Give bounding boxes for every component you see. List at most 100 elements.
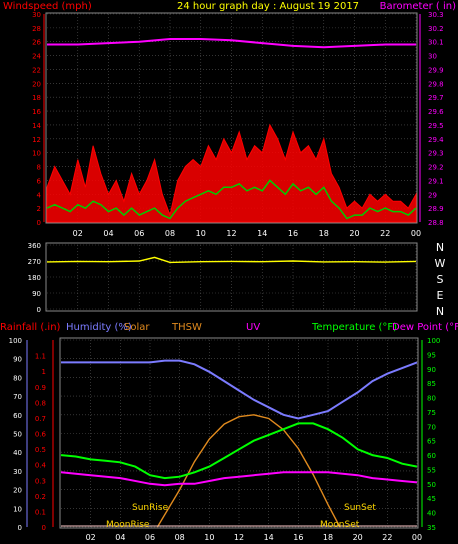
direction-tick-label: 360 <box>28 242 41 250</box>
compass-label: N <box>436 305 444 318</box>
temperature-tick-label: 75 <box>427 409 436 417</box>
temperature-tick-label: 80 <box>427 395 436 403</box>
humidity-tick-label: 0 <box>18 524 22 532</box>
humidity-legend: Humidity (%) <box>66 322 132 333</box>
windspeed-tick-label: 10 <box>32 150 41 158</box>
rainfall-tick-label: 0.8 <box>35 399 46 407</box>
rainfall-tick-label: 0.9 <box>35 384 46 392</box>
direction-tick-label: 180 <box>28 274 41 282</box>
temperature-tick-label: 45 <box>427 495 436 503</box>
bottom-hour-tick-label: 02 <box>86 533 96 542</box>
barometer-tick-label: 29.5 <box>428 122 444 130</box>
barometer-tick-label: 30.2 <box>428 25 444 33</box>
chart-title: 24 hour graph day : August 19 2017 <box>177 1 359 12</box>
barometer-tick-label: 29.2 <box>428 164 444 172</box>
windspeed-tick-label: 16 <box>32 108 41 116</box>
thsw-legend: THSW <box>171 322 202 333</box>
dew-point-series <box>60 471 418 487</box>
barometer-axis-label: Barometer ( in) <box>380 1 456 12</box>
bottom-hour-tick-label: 06 <box>145 533 155 542</box>
hour-tick-label: 22 <box>380 229 390 238</box>
bottom-hour-tick-label: 14 <box>264 533 274 542</box>
windspeed-tick-label: 8 <box>37 164 41 172</box>
windspeed-tick-label: 18 <box>32 94 41 102</box>
temperature-tick-label: 35 <box>427 524 436 532</box>
bottom-panel-frame <box>59 337 419 529</box>
rainfall-tick-label: 0.1 <box>35 508 46 516</box>
hour-tick-label: 08 <box>165 229 175 238</box>
solar-legend: Solar <box>124 322 150 333</box>
barometer-tick-label: 29.9 <box>428 66 444 74</box>
barometer-series <box>47 38 416 49</box>
rainfall-tick-label: 1 <box>42 368 46 376</box>
bottom-hour-tick-label: 22 <box>382 533 392 542</box>
barometer-tick-label: 29.6 <box>428 108 444 116</box>
windspeed-tick-label: 20 <box>32 80 41 88</box>
uv-legend: UV <box>246 322 260 333</box>
bottom-hour-tick-label: 00 <box>412 533 422 542</box>
hour-tick-label: 12 <box>226 229 236 238</box>
rainfall-tick-label: 0.5 <box>35 446 46 454</box>
humidity-series <box>61 359 418 420</box>
windspeed-tick-label: 30 <box>32 11 41 19</box>
compass-label: S <box>437 273 444 286</box>
barometer-tick-label: 29.3 <box>428 150 444 158</box>
windspeed-tick-label: 12 <box>32 136 41 144</box>
bottom-hour-tick-label: 10 <box>204 533 214 542</box>
compass-label: W <box>435 257 446 270</box>
windspeed-tick-label: 0 <box>37 219 41 227</box>
bottom-hour-tick-label: 20 <box>353 533 363 542</box>
dew-point-legend: Dew Point (°F) <box>392 322 458 333</box>
windspeed-tick-label: 28 <box>32 25 41 33</box>
temperature-tick-label: 100 <box>427 337 440 345</box>
wind-panel-frame <box>45 12 418 224</box>
barometer-tick-label: 28.8 <box>428 219 444 227</box>
rainfall-tick-label: 0.2 <box>35 493 46 501</box>
bottom-hour-tick-label: 12 <box>234 533 244 542</box>
humidity-tick-label: 80 <box>13 374 22 382</box>
barometer-tick-label: 30 <box>428 53 437 61</box>
compass-label: E <box>437 289 444 302</box>
temperature-legend: Temperature (°F) <box>311 322 397 333</box>
barometer-tick-label: 29.7 <box>428 94 444 102</box>
compass-label: N <box>436 241 444 254</box>
rainfall-tick-label: 0 <box>42 524 46 532</box>
humidity-tick-label: 50 <box>13 431 22 439</box>
humidity-tick-label: 70 <box>13 393 22 401</box>
hour-tick-label: 04 <box>103 229 113 238</box>
rainfall-tick-label: 0.6 <box>35 431 47 439</box>
hour-tick-label: 02 <box>73 229 83 238</box>
windspeed-tick-label: 24 <box>32 53 41 61</box>
hour-tick-label: 20 <box>349 229 359 238</box>
humidity-tick-label: 40 <box>13 449 22 457</box>
windspeed-axis-label: Windspeed (mph) <box>3 1 92 12</box>
humidity-tick-label: 90 <box>13 356 22 364</box>
rainfall-tick-label: 0.3 <box>35 477 46 485</box>
windspeed-tick-label: 2 <box>37 205 41 213</box>
bottom-hour-tick-label: 08 <box>175 533 185 542</box>
humidity-tick-label: 60 <box>13 412 22 420</box>
direction-panel-frame <box>45 242 418 312</box>
temperature-tick-label: 55 <box>427 466 436 474</box>
humidity-tick-label: 100 <box>9 337 22 345</box>
barometer-tick-label: 28.9 <box>428 205 444 213</box>
temperature-series <box>60 422 418 480</box>
temperature-tick-label: 60 <box>427 452 436 460</box>
windspeed-tick-label: 22 <box>32 66 41 74</box>
wind-direction-series <box>46 256 417 264</box>
solar-series <box>156 414 341 528</box>
hour-tick-label: 10 <box>196 229 206 238</box>
rainfall-tick-label: 0.4 <box>35 462 47 470</box>
bottom-hour-tick-label: 04 <box>115 533 125 542</box>
rainfall-legend: Rainfall (.in) <box>0 322 61 333</box>
moonrise-label: MoonRise <box>106 520 150 530</box>
bottom-hour-tick-label: 16 <box>293 533 303 542</box>
grid <box>47 13 418 528</box>
temperature-tick-label: 65 <box>427 438 436 446</box>
hour-tick-label: 18 <box>319 229 329 238</box>
rainfall-tick-label: 1.1 <box>35 353 46 361</box>
series <box>46 38 418 528</box>
temperature-tick-label: 95 <box>427 351 436 359</box>
